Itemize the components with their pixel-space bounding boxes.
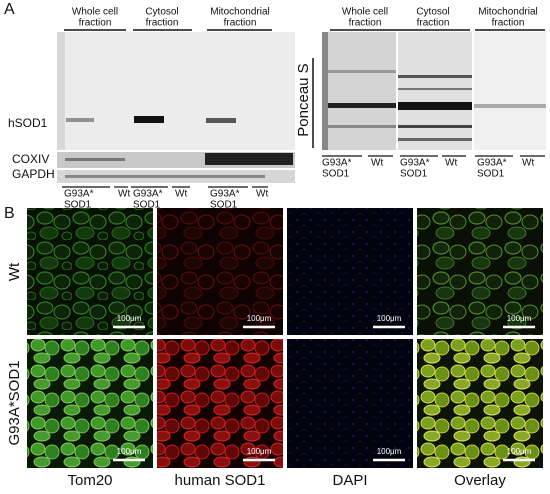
- lane-label: SOD1: [210, 200, 238, 211]
- fraction-label: fraction: [417, 18, 450, 29]
- lane-label: G93A*: [210, 189, 240, 200]
- right-blot: [312, 32, 546, 150]
- lane-label: Wt: [175, 189, 187, 200]
- scale-bar-label: 100μm: [247, 314, 272, 323]
- fraction-label: Cytosol: [416, 7, 449, 18]
- row-label: COXIV: [12, 152, 49, 166]
- fraction-label: Mitochondrial: [210, 7, 269, 18]
- row-label: GAPDH: [12, 167, 55, 181]
- scale-bar-label: 100μm: [507, 314, 532, 323]
- lane-label: Wt: [256, 189, 268, 200]
- lane-label: G93A*: [322, 158, 352, 169]
- lane-label: G93A*: [477, 158, 507, 169]
- micrographs: [27, 208, 543, 468]
- fraction-label: fraction: [492, 18, 525, 29]
- column-label: DAPI: [332, 472, 367, 489]
- fraction-label: Whole cell: [342, 7, 388, 18]
- lane-label: Wt: [118, 189, 130, 200]
- lane-label: Wt: [522, 158, 534, 169]
- scale-bar-label: 100μm: [117, 314, 142, 323]
- lane-label: SOD1: [133, 200, 161, 211]
- lane-label: SOD1: [322, 169, 350, 180]
- scale-bar-label: 100μm: [507, 447, 532, 456]
- left-blot: [57, 32, 295, 183]
- stain-label: Ponceau S: [295, 63, 312, 136]
- lane-label: Wt: [445, 158, 457, 169]
- lane-label: G93A*: [400, 158, 430, 169]
- fraction-label: Mitochondrial: [478, 7, 537, 18]
- column-label: human SOD1: [175, 472, 266, 489]
- fraction-label: fraction: [349, 18, 382, 29]
- row-label: G93A*SOD1: [6, 360, 23, 445]
- lane-label: SOD1: [64, 200, 92, 211]
- fraction-label: Cytosol: [145, 7, 178, 18]
- fraction-label: fraction: [79, 18, 112, 29]
- panel-label: A: [4, 1, 15, 18]
- lane-label: SOD1: [477, 169, 505, 180]
- row-label: Wt: [6, 262, 23, 281]
- scale-bar-label: 100μm: [117, 447, 142, 456]
- lane-label: SOD1: [400, 169, 428, 180]
- fraction-label: fraction: [224, 18, 257, 29]
- lane-label: Wt: [371, 158, 383, 169]
- fraction-label: fraction: [146, 18, 179, 29]
- panel-label: B: [4, 205, 15, 222]
- fraction-label: Whole cell: [72, 7, 118, 18]
- lane-label: G93A*: [133, 189, 163, 200]
- scale-bar-label: 100μm: [377, 447, 402, 456]
- lane-label: G93A*: [64, 189, 94, 200]
- row-label: hSOD1: [8, 116, 48, 130]
- scale-bar-label: 100μm: [377, 314, 402, 323]
- scale-bar-label: 100μm: [247, 447, 272, 456]
- column-label: Overlay: [454, 472, 506, 489]
- column-label: Tom20: [67, 472, 112, 489]
